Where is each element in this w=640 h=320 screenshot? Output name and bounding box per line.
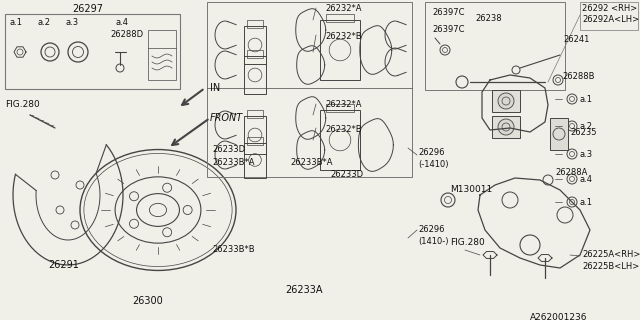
Text: 26233D: 26233D: [330, 170, 363, 179]
Bar: [580, 2, 638, 30]
Bar: [244, 116, 266, 154]
Text: FIG.280: FIG.280: [450, 238, 484, 247]
Text: (-1410): (-1410): [418, 160, 449, 169]
Text: 26291: 26291: [48, 260, 79, 270]
Bar: [148, 30, 176, 80]
Bar: [550, 118, 568, 150]
Text: 26296: 26296: [418, 148, 445, 157]
Bar: [5, 14, 180, 89]
Bar: [247, 20, 262, 28]
Text: 26232*A: 26232*A: [325, 4, 362, 13]
Text: 26288D: 26288D: [110, 30, 143, 39]
Text: 26297: 26297: [72, 4, 104, 14]
Text: 26300: 26300: [132, 296, 163, 306]
Bar: [425, 2, 565, 90]
Text: IN: IN: [210, 83, 220, 93]
Text: 26292 <RH>: 26292 <RH>: [582, 4, 637, 13]
Text: 26233B*A: 26233B*A: [290, 158, 333, 167]
Bar: [492, 90, 520, 112]
Bar: [207, 2, 412, 177]
Text: a.1: a.1: [10, 18, 23, 27]
Bar: [247, 137, 262, 145]
Bar: [326, 104, 354, 112]
Text: 26292A<LH>: 26292A<LH>: [582, 15, 639, 24]
Text: 26288B: 26288B: [562, 72, 595, 81]
Text: 26232*A: 26232*A: [325, 100, 362, 109]
Text: a.3: a.3: [580, 150, 593, 159]
Bar: [247, 50, 262, 58]
Text: 26232*B: 26232*B: [325, 125, 362, 134]
Text: 26296: 26296: [418, 225, 445, 234]
Bar: [492, 116, 520, 138]
Text: 26397C: 26397C: [432, 25, 465, 34]
Bar: [320, 20, 360, 80]
Text: 26397C: 26397C: [432, 8, 465, 17]
Text: 26233D: 26233D: [212, 145, 245, 154]
Bar: [244, 142, 266, 178]
Text: FRONT: FRONT: [210, 113, 243, 123]
Bar: [320, 110, 360, 170]
Text: M130011: M130011: [450, 185, 492, 194]
Bar: [326, 14, 354, 22]
Bar: [247, 110, 262, 118]
Text: 26235: 26235: [570, 128, 596, 137]
Text: 26232*B: 26232*B: [325, 32, 362, 41]
Bar: [244, 56, 266, 94]
Text: 26233B*B: 26233B*B: [212, 245, 255, 254]
Text: a.1: a.1: [580, 198, 593, 207]
Text: a.3: a.3: [65, 18, 78, 27]
Text: 26225B<LH>: 26225B<LH>: [582, 262, 639, 271]
Circle shape: [498, 119, 514, 135]
Text: a.2: a.2: [580, 122, 593, 131]
Text: FIG.280: FIG.280: [5, 100, 40, 109]
Text: a.4: a.4: [115, 18, 128, 27]
Text: 26241: 26241: [563, 35, 589, 44]
Text: a.2: a.2: [38, 18, 51, 27]
Circle shape: [498, 93, 514, 109]
Text: 26225A<RH>: 26225A<RH>: [582, 250, 640, 259]
Text: A262001236: A262001236: [530, 313, 588, 320]
Text: 26288A: 26288A: [555, 168, 588, 177]
Text: a.4: a.4: [580, 175, 593, 184]
Text: 26233A: 26233A: [285, 285, 323, 295]
Text: 26233B*A: 26233B*A: [212, 158, 255, 167]
Text: (1410-): (1410-): [418, 237, 449, 246]
Text: a.1: a.1: [580, 95, 593, 104]
Bar: [244, 26, 266, 64]
Text: 26238: 26238: [475, 14, 502, 23]
